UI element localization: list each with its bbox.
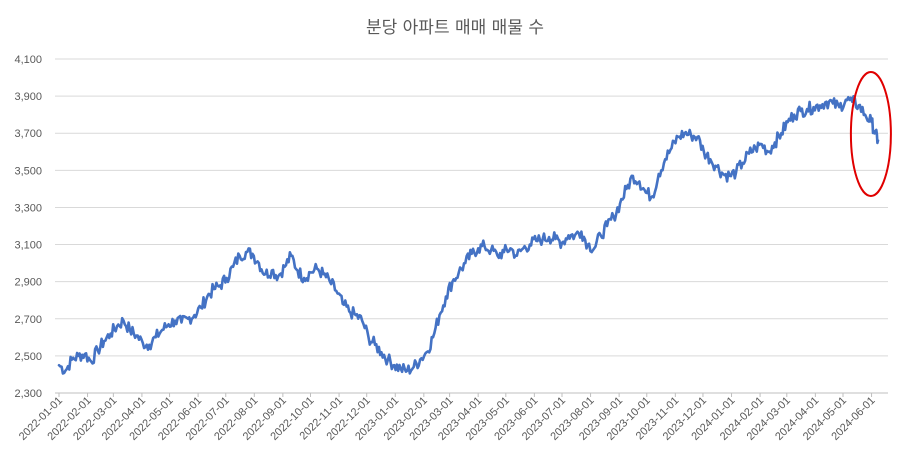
x-axis-ticks: 2022-01-012022-02-012022-03-012022-04-01… [17,393,878,443]
chart-title: 분당 아파트 매매 매물 수 [366,18,544,38]
y-tick-label: 3,300 [14,202,42,214]
y-tick-label: 3,700 [14,128,42,140]
y-tick-label: 4,100 [14,54,42,66]
highlight-ellipse [849,71,892,197]
gridlines [55,58,888,357]
series-line [57,95,880,375]
series-layer [57,95,880,375]
y-tick-label: 2,900 [14,277,42,289]
y-tick-label: 2,700 [14,314,42,326]
y-tick-label: 3,900 [14,91,42,103]
y-tick-label: 3,100 [14,240,42,252]
annotation-layer [849,71,892,197]
y-tick-label: 2,300 [14,388,42,400]
y-axis-ticks: 2,300 2,500 2,700 2,900 3,100 3,300 3,500 3,700… [14,54,42,400]
y-tick-label: 3,500 [14,165,42,177]
y-tick-label: 2,500 [14,351,42,363]
